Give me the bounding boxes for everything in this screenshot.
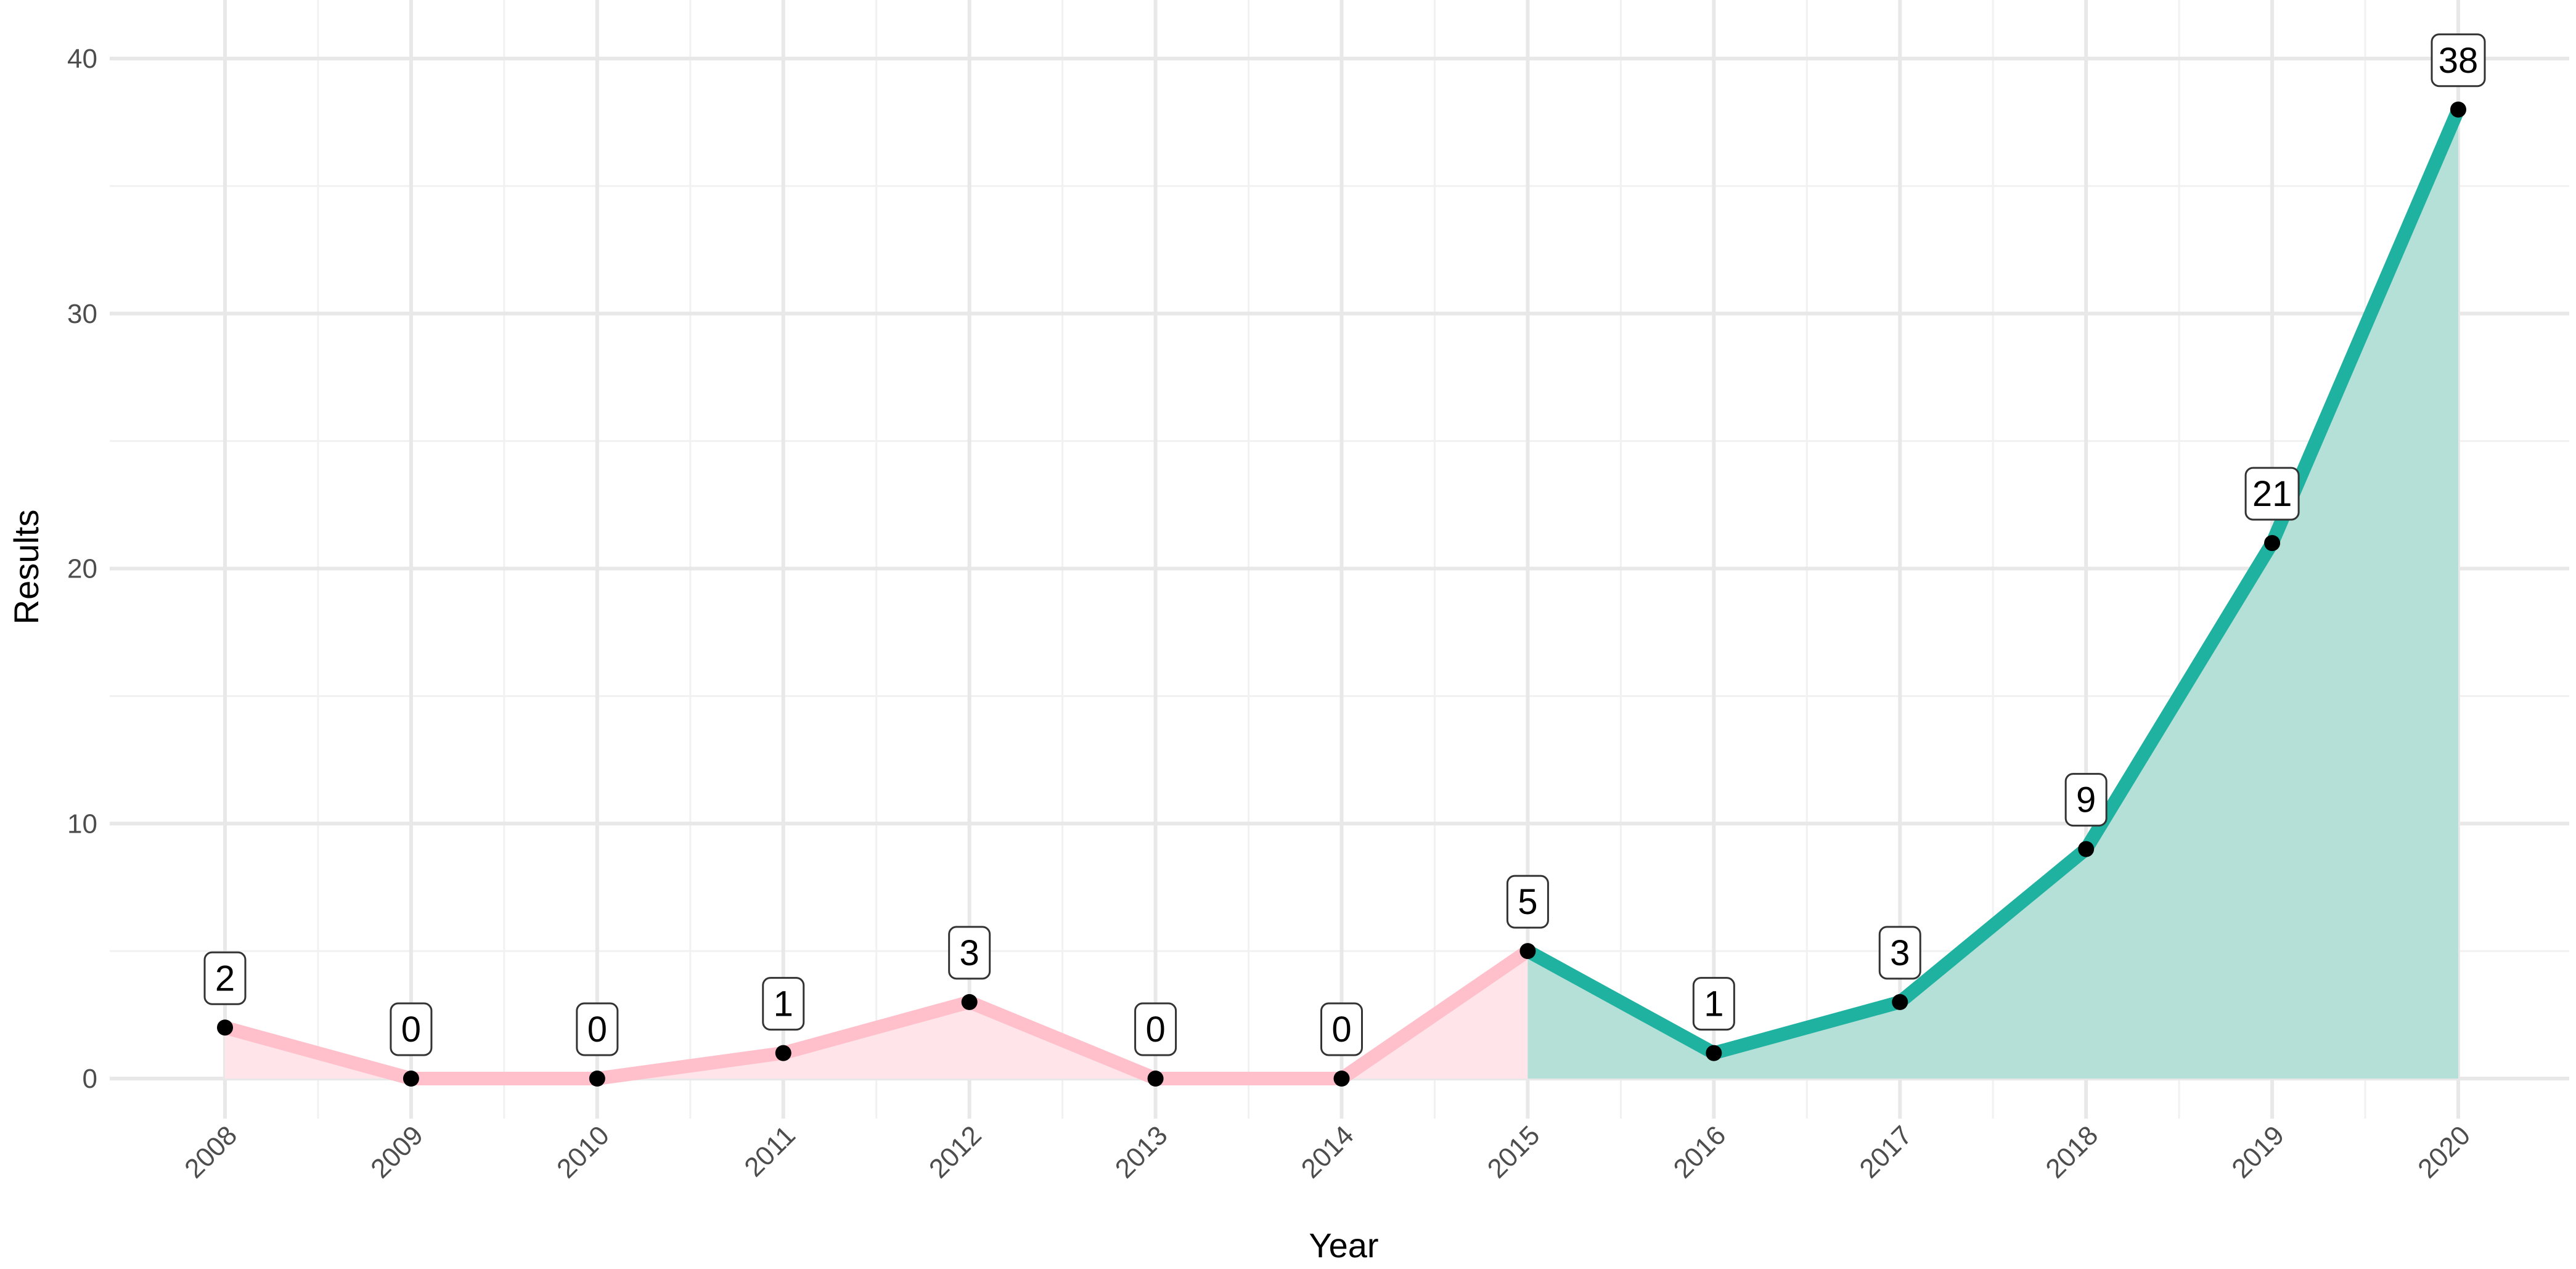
data-label-text: 1 bbox=[1704, 984, 1723, 1024]
data-label-layer: 2 0 0 1 3 0 0 5 1 3 9 21 38 bbox=[203, 33, 2486, 1056]
data-label-text: 0 bbox=[1331, 1010, 1351, 1050]
y-tick-label: 0 bbox=[83, 1064, 97, 1094]
data-label: 1 bbox=[762, 977, 805, 1031]
data-point bbox=[1892, 994, 1908, 1010]
line-layer bbox=[223, 107, 2465, 1085]
data-label-box bbox=[2431, 33, 2486, 88]
x-tick-label: 2010 bbox=[551, 1120, 615, 1184]
data-label-text: 0 bbox=[401, 1010, 421, 1050]
x-tick-label: 2018 bbox=[2040, 1120, 2104, 1184]
data-label: 5 bbox=[1506, 875, 1549, 929]
data-point bbox=[2450, 101, 2466, 118]
data-point bbox=[217, 1019, 233, 1036]
data-label: 0 bbox=[1320, 1002, 1363, 1056]
x-tick-label: 2012 bbox=[923, 1120, 987, 1184]
data-point bbox=[2078, 841, 2095, 857]
data-label-box bbox=[948, 926, 991, 980]
data-label-text: 3 bbox=[1890, 933, 1910, 973]
y-axis-title: Results bbox=[7, 510, 46, 625]
x-tick-label: 2020 bbox=[2412, 1120, 2476, 1184]
y-tick-label: 30 bbox=[67, 299, 97, 329]
data-point bbox=[589, 1071, 605, 1087]
data-label-text: 0 bbox=[587, 1010, 607, 1050]
y-tick-label: 20 bbox=[67, 554, 97, 584]
data-point bbox=[1519, 943, 1536, 960]
y-tick-label: 10 bbox=[67, 809, 97, 839]
point-layer bbox=[217, 101, 2466, 1087]
data-label-box bbox=[2244, 467, 2300, 521]
data-label: 3 bbox=[948, 926, 991, 980]
x-tick-label: 2013 bbox=[1110, 1120, 1174, 1184]
data-label-text: 2 bbox=[215, 958, 235, 998]
x-tick-label: 2008 bbox=[179, 1120, 243, 1184]
data-label-box bbox=[762, 977, 805, 1031]
data-label-text: 3 bbox=[960, 933, 979, 973]
data-label-box bbox=[2064, 773, 2108, 827]
data-label-box bbox=[1134, 1002, 1177, 1056]
data-point bbox=[1147, 1071, 1164, 1087]
data-point bbox=[961, 994, 978, 1010]
data-label: 1 bbox=[1692, 977, 1735, 1031]
data-point bbox=[2264, 535, 2281, 552]
data-label: 0 bbox=[1134, 1002, 1177, 1056]
x-tick-label: 2017 bbox=[1854, 1120, 1918, 1184]
data-label: 3 bbox=[1878, 926, 1921, 980]
x-tick-label: 2014 bbox=[1296, 1120, 1360, 1184]
data-label: 21 bbox=[2244, 467, 2300, 521]
data-label-text: 0 bbox=[1145, 1010, 1165, 1050]
data-label-box bbox=[1320, 1002, 1363, 1056]
data-label-box bbox=[576, 1002, 619, 1056]
x-tick-label: 2011 bbox=[738, 1120, 801, 1183]
data-point bbox=[775, 1045, 791, 1061]
data-label: 9 bbox=[2064, 773, 2108, 827]
data-point bbox=[1333, 1071, 1350, 1087]
x-tick-label: 2016 bbox=[1668, 1120, 1732, 1184]
x-axis-title: Year bbox=[1309, 1226, 1378, 1265]
x-tick-label: 2019 bbox=[2226, 1120, 2290, 1184]
data-label-box bbox=[1506, 875, 1549, 929]
data-label: 0 bbox=[390, 1002, 433, 1056]
data-label-box bbox=[203, 951, 247, 1005]
line-segment-2 bbox=[1524, 107, 2465, 1060]
data-label-text: 21 bbox=[2252, 474, 2292, 514]
y-tick-label: 40 bbox=[67, 44, 97, 74]
data-label-box bbox=[1878, 926, 1921, 980]
data-label-box bbox=[390, 1002, 433, 1056]
x-tick-label: 2015 bbox=[1482, 1120, 1546, 1184]
data-point bbox=[1706, 1045, 1722, 1061]
data-label-text: 1 bbox=[774, 984, 793, 1024]
data-label-text: 9 bbox=[2076, 780, 2096, 820]
line-segment-1 bbox=[223, 945, 1532, 1085]
data-label-box bbox=[1692, 977, 1735, 1031]
data-label: 0 bbox=[576, 1002, 619, 1056]
data-label: 38 bbox=[2431, 33, 2486, 88]
area-segment-2 bbox=[1527, 109, 2458, 1079]
data-label-text: 5 bbox=[1518, 882, 1537, 922]
data-label: 2 bbox=[203, 951, 247, 1005]
data-label-text: 38 bbox=[2439, 41, 2479, 81]
data-point bbox=[403, 1071, 419, 1087]
x-tick-label: 2009 bbox=[365, 1120, 429, 1184]
